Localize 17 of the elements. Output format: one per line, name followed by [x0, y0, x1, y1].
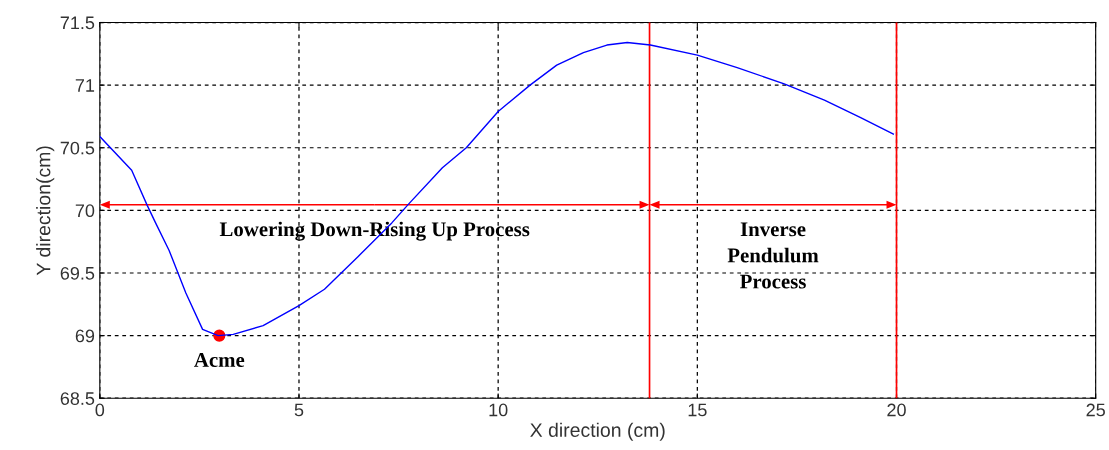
y-tick-label: 70 — [75, 204, 95, 218]
x-axis-title: X direction (cm) — [530, 422, 665, 441]
y-tick-label: 71 — [75, 79, 95, 92]
x-tick-label: 20 — [887, 403, 906, 417]
y-tick-label: 68.5 — [60, 392, 95, 405]
y-tick-label: 70.5 — [60, 141, 95, 155]
x-tick-label: 0 — [95, 403, 105, 417]
x-tick-label: 25 — [1086, 403, 1105, 417]
x-tick-label: 10 — [489, 403, 508, 417]
annotation: Inverse Pendulum Process — [727, 222, 819, 289]
y-axis-title: Y direction(cm) — [36, 146, 55, 276]
annotation: Acme — [194, 352, 245, 367]
x-tick-label: 5 — [294, 403, 304, 417]
x-tick-label: 15 — [688, 403, 707, 417]
y-tick-label: 71.5 — [60, 16, 95, 30]
y-tick-label: 69 — [75, 329, 95, 343]
y-tick-label: 69.5 — [60, 266, 95, 280]
